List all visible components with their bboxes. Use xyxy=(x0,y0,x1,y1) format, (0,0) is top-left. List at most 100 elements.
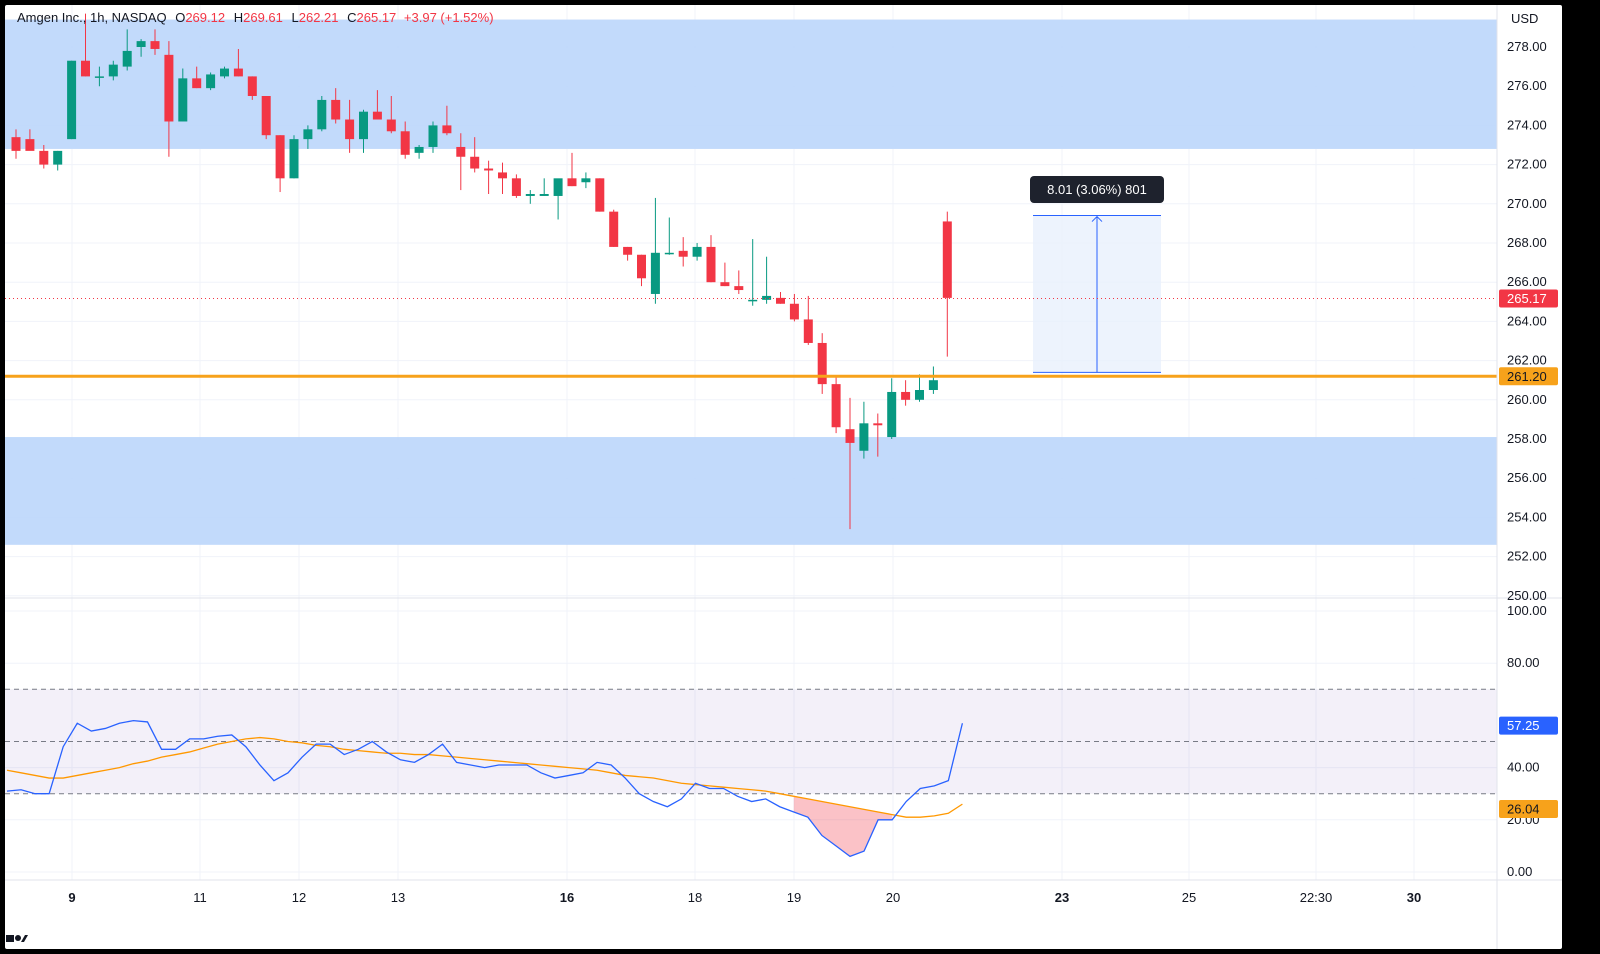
rsi-line xyxy=(6,719,964,858)
time-tick-label: 25 xyxy=(1182,890,1196,905)
chart-frame: 8.01 (3.06%) 801 278.00 276.00 274.00 272.0… xyxy=(5,5,1562,949)
candle-body xyxy=(67,60,77,140)
candle-body xyxy=(122,50,132,67)
candle-body xyxy=(595,178,605,212)
candle-body xyxy=(776,297,785,304)
chart-canvas[interactable]: 8.01 (3.06%) 801 278.00 276.00 274.00 272.0… xyxy=(5,5,1562,949)
price-tick-label: 252.00 xyxy=(1507,549,1547,564)
candle-body xyxy=(845,429,855,443)
axes: 278.00 276.00 274.00 272.00 270.00 268.00 266.… xyxy=(5,5,1562,949)
rsi-ma-badge: 26.04 xyxy=(1507,802,1540,817)
price-tick-label: 264.00 xyxy=(1507,313,1547,328)
price-tick-label: 272.00 xyxy=(1507,157,1547,172)
price-tick-label: 278.00 xyxy=(1507,39,1547,54)
resistance-zone xyxy=(5,19,1497,149)
price-tick-label: 250.00 xyxy=(1507,588,1547,603)
candle-body xyxy=(400,131,410,155)
candle-body xyxy=(53,150,63,165)
candle-body xyxy=(11,137,21,151)
candle-body xyxy=(789,303,799,320)
change-value: +3.97 (+1.52%) xyxy=(403,10,494,25)
time-tick-label: 22:30 xyxy=(1300,890,1333,905)
candle-body xyxy=(233,68,243,77)
candle-body xyxy=(901,391,911,400)
symbol-legend[interactable]: Amgen Inc., 1h, NASDAQ O269.12 H269.61 L… xyxy=(17,10,494,25)
price-tick-label: 260.00 xyxy=(1507,392,1547,407)
rsi-tick-bg xyxy=(1499,602,1561,618)
candle-body xyxy=(831,384,841,428)
last-price-badge-bg xyxy=(1499,289,1558,308)
candle-body xyxy=(498,172,507,179)
price-tick-label: 256.00 xyxy=(1507,470,1547,485)
level-badge-bg xyxy=(1499,367,1558,386)
rsi-tick-bg xyxy=(1499,654,1561,671)
symbol-title: Amgen Inc., 1h, NASDAQ xyxy=(17,10,167,25)
support-zone xyxy=(5,437,1497,545)
price-tick-label: 258.00 xyxy=(1507,431,1547,446)
candle-body xyxy=(817,342,827,385)
measure-arrow-head xyxy=(1091,215,1103,222)
price-tick-label: 262.00 xyxy=(1507,353,1547,368)
candle-body xyxy=(317,99,327,130)
time-tick-label: 18 xyxy=(688,890,702,905)
rsi-ma-line xyxy=(6,736,963,818)
time-tick-label: 13 xyxy=(391,890,405,905)
candle-body xyxy=(623,246,633,255)
candle-body xyxy=(637,254,646,279)
price-tick-label: 270.00 xyxy=(1507,196,1547,211)
candle-body xyxy=(359,111,368,140)
candle-body xyxy=(609,211,619,247)
candle-body xyxy=(289,139,299,179)
time-tick-label: 19 xyxy=(787,890,801,905)
candle-body xyxy=(275,135,285,179)
candle-body xyxy=(942,221,952,298)
candle-body xyxy=(220,68,229,77)
time-tick-label: 20 xyxy=(886,890,900,905)
candle-body xyxy=(692,246,702,257)
candle-body xyxy=(762,295,772,300)
time-tick-label: 16 xyxy=(560,890,574,905)
rsi-tick-bg xyxy=(1499,758,1561,775)
candle-body xyxy=(206,74,216,89)
candle-body xyxy=(81,60,90,77)
candle-body xyxy=(386,119,396,132)
candle-body xyxy=(345,119,355,140)
candle-body xyxy=(803,319,813,343)
candle-body xyxy=(150,41,160,49)
candle-body xyxy=(650,252,660,294)
price-tick-label: 266.00 xyxy=(1507,274,1547,289)
price-tick-label: 274.00 xyxy=(1507,117,1547,132)
candle-body xyxy=(525,194,535,196)
horizontal-level-line xyxy=(5,297,1497,378)
currency-label[interactable]: USD xyxy=(1511,11,1539,26)
candle-body xyxy=(484,168,494,171)
rsi-oversold-fill xyxy=(793,796,893,857)
low-value: 262.21 xyxy=(298,10,339,25)
candle-body xyxy=(192,78,202,89)
measure-tooltip xyxy=(1030,176,1164,203)
candle-body xyxy=(331,99,341,120)
candle-body xyxy=(39,150,49,165)
open-value: 269.12 xyxy=(185,10,226,25)
candle-body xyxy=(247,76,257,96)
candle-body xyxy=(303,129,313,140)
rsi-ma-badge-bg xyxy=(1499,800,1558,819)
time-tick-label: 11 xyxy=(193,890,207,905)
candle-body xyxy=(428,125,438,147)
candle-body xyxy=(581,178,591,183)
time-tick-label: 30 xyxy=(1407,890,1421,905)
candle-body xyxy=(261,96,271,136)
candle-body xyxy=(748,299,758,302)
candle-body xyxy=(873,423,883,426)
level-badge: 261.20 xyxy=(1507,369,1547,384)
rsi-tick-label: 80.00 xyxy=(1507,655,1540,670)
candle-body xyxy=(928,380,938,390)
candle-body xyxy=(442,125,452,134)
price-range-measure: 8.01 (3.06%) 801 xyxy=(1030,176,1164,373)
measure-label: 8.01 (3.06%) 801 xyxy=(1047,182,1147,197)
candle-body xyxy=(136,41,146,47)
candle-body xyxy=(539,194,549,196)
price-tick-label: 276.00 xyxy=(1507,78,1547,93)
price-tick-label: 254.00 xyxy=(1507,509,1547,524)
candle-body xyxy=(706,246,716,283)
